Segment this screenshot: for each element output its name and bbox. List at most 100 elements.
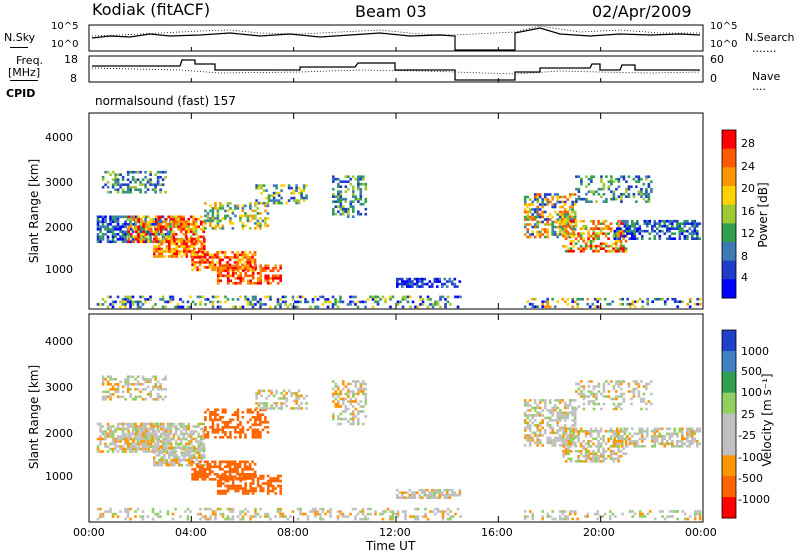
velocity-cell (228, 463, 232, 466)
power-cell (246, 219, 250, 223)
power-cell (139, 295, 142, 299)
velocity-cell (621, 442, 624, 446)
velocity-cell (349, 397, 353, 401)
power-cell (617, 247, 620, 250)
velocity-cell (226, 487, 230, 490)
power-cell (280, 196, 283, 200)
power-cell (139, 238, 143, 241)
power-cell (185, 242, 189, 246)
power-cell (188, 247, 191, 251)
power-cell (633, 237, 637, 240)
velocity-cell (203, 478, 207, 481)
velocity-cell (164, 378, 167, 381)
power-cell (352, 190, 355, 193)
power-cell (179, 220, 183, 224)
power-cell (241, 222, 245, 225)
velocity-cell (162, 432, 165, 436)
power-cell (152, 230, 155, 234)
power-cell (121, 178, 125, 181)
velocity-cell (632, 387, 636, 391)
velocity-cell (158, 453, 161, 457)
velocity-cell (671, 432, 674, 436)
power-cell (229, 202, 232, 205)
power-cell (302, 184, 306, 187)
power-cell (129, 300, 132, 304)
velocity-cell (641, 427, 644, 431)
velocity-cell (616, 445, 619, 448)
power-cell (249, 219, 252, 223)
power-cell (357, 185, 360, 188)
power-cell (582, 249, 585, 253)
power-cell (175, 252, 179, 256)
power-cell (259, 272, 262, 275)
velocity-cell (361, 512, 365, 516)
power-cell (259, 305, 262, 309)
power-cell (638, 227, 642, 230)
velocity-cell (275, 389, 278, 393)
power-cell (160, 252, 164, 256)
power-cell (179, 215, 183, 219)
velocity-cell (577, 455, 580, 458)
velocity-cell (236, 468, 239, 471)
power-cell (127, 235, 130, 239)
power-cell (228, 263, 232, 267)
power-cell (231, 222, 235, 225)
power-cell (411, 282, 414, 286)
power-cell (671, 219, 674, 223)
velocity-cell (546, 436, 549, 440)
velocity-cell (134, 432, 138, 436)
velocity-cell (593, 512, 597, 516)
velocity-cell (151, 375, 155, 379)
power-cell (241, 207, 245, 210)
velocity-cell (175, 456, 179, 459)
velocity-cell (637, 385, 641, 388)
power-cell (211, 212, 215, 215)
power-cell (419, 303, 422, 306)
power-cell (221, 267, 225, 270)
velocity-cell (528, 424, 532, 427)
power-cell (185, 255, 189, 258)
power-cell (114, 188, 117, 191)
velocity-cell (101, 390, 105, 394)
power-cell (226, 256, 229, 259)
velocity-cell (548, 409, 552, 412)
power-cell (536, 213, 539, 216)
velocity-cell (528, 414, 532, 417)
velocity-cell (200, 453, 204, 457)
velocity-cell (174, 440, 178, 443)
power-cell (127, 225, 130, 229)
velocity-cell (174, 442, 178, 446)
velocity-cell (142, 435, 145, 438)
velocity-cell (124, 437, 127, 441)
power-cell (254, 217, 257, 220)
power-colorbar-swatch (722, 130, 736, 150)
velocity-cell (160, 451, 164, 454)
xtick-2: 08:00 (277, 526, 309, 539)
velocity-cell (561, 399, 564, 402)
power-cell (416, 280, 419, 283)
freq-right-tick-bottom: 0 (710, 72, 717, 85)
velocity-cell (597, 430, 600, 433)
velocity-cell (678, 430, 682, 433)
power-cell (262, 201, 266, 205)
velocity-cell (551, 429, 554, 432)
velocity-cell (188, 448, 191, 452)
velocity-cell (696, 510, 699, 513)
velocity-cell (681, 435, 684, 438)
power-cell (436, 280, 439, 283)
power-cell (264, 222, 267, 225)
velocity-cell (638, 515, 642, 518)
velocity-cell (334, 385, 338, 388)
power-cell (164, 238, 168, 241)
power-cell (266, 295, 270, 299)
velocity-cell (638, 510, 642, 513)
power-cell (531, 230, 534, 234)
velocity-cell (536, 429, 539, 432)
velocity-cell (688, 445, 692, 448)
velocity-cell (449, 515, 452, 518)
velocity-cell (163, 461, 166, 464)
velocity-cell (281, 512, 285, 516)
power-cell (144, 240, 147, 244)
velocity-cell (528, 409, 532, 412)
